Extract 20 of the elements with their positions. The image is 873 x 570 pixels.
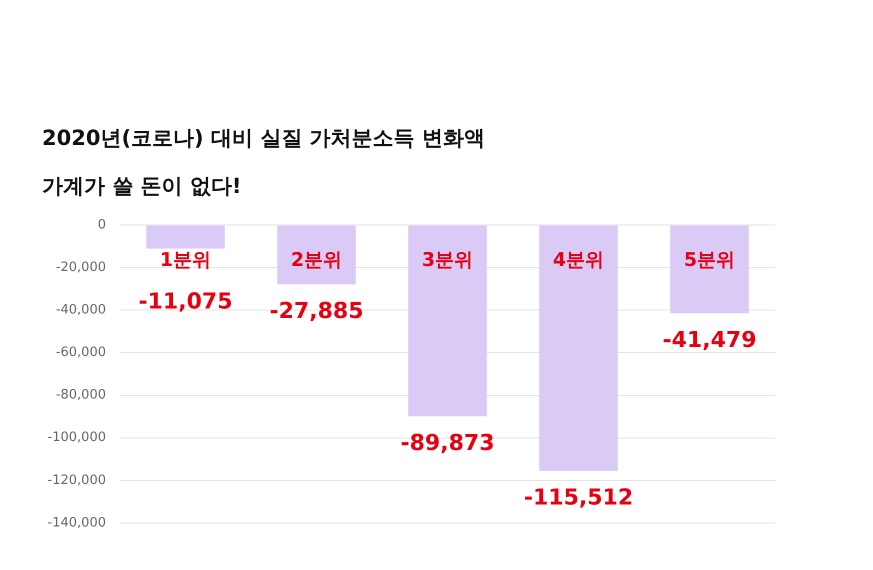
y-tick-label: -140,000 [48, 515, 106, 530]
chart-subtitle: 가계가 쓸 돈이 없다! [42, 173, 242, 200]
y-tick-label: -120,000 [48, 472, 106, 488]
data-label: -89,873 [400, 431, 495, 456]
chart-title: 2020년(코로나) 대비 실질 가처분소득 변화액 [42, 125, 485, 152]
y-tick-label: -20,000 [56, 260, 106, 275]
data-label: -27,885 [269, 299, 364, 324]
x-tick-label: 2분위 [290, 248, 342, 271]
y-tick-label: -80,000 [56, 388, 106, 403]
x-tick-label: 1분위 [160, 248, 212, 271]
y-tick-label: 0 [98, 217, 106, 232]
y-tick-label: -40,000 [56, 302, 106, 318]
data-label: -11,075 [138, 290, 233, 315]
data-label: -41,479 [662, 328, 757, 354]
x-tick-label: 3분위 [422, 248, 474, 271]
x-tick-label: 4분위 [552, 248, 604, 271]
y-tick-label: -100,000 [48, 430, 106, 446]
x-tick-label: 5분위 [684, 248, 736, 271]
data-label: -115,512 [524, 486, 634, 511]
y-tick-label: -60,000 [56, 345, 106, 360]
